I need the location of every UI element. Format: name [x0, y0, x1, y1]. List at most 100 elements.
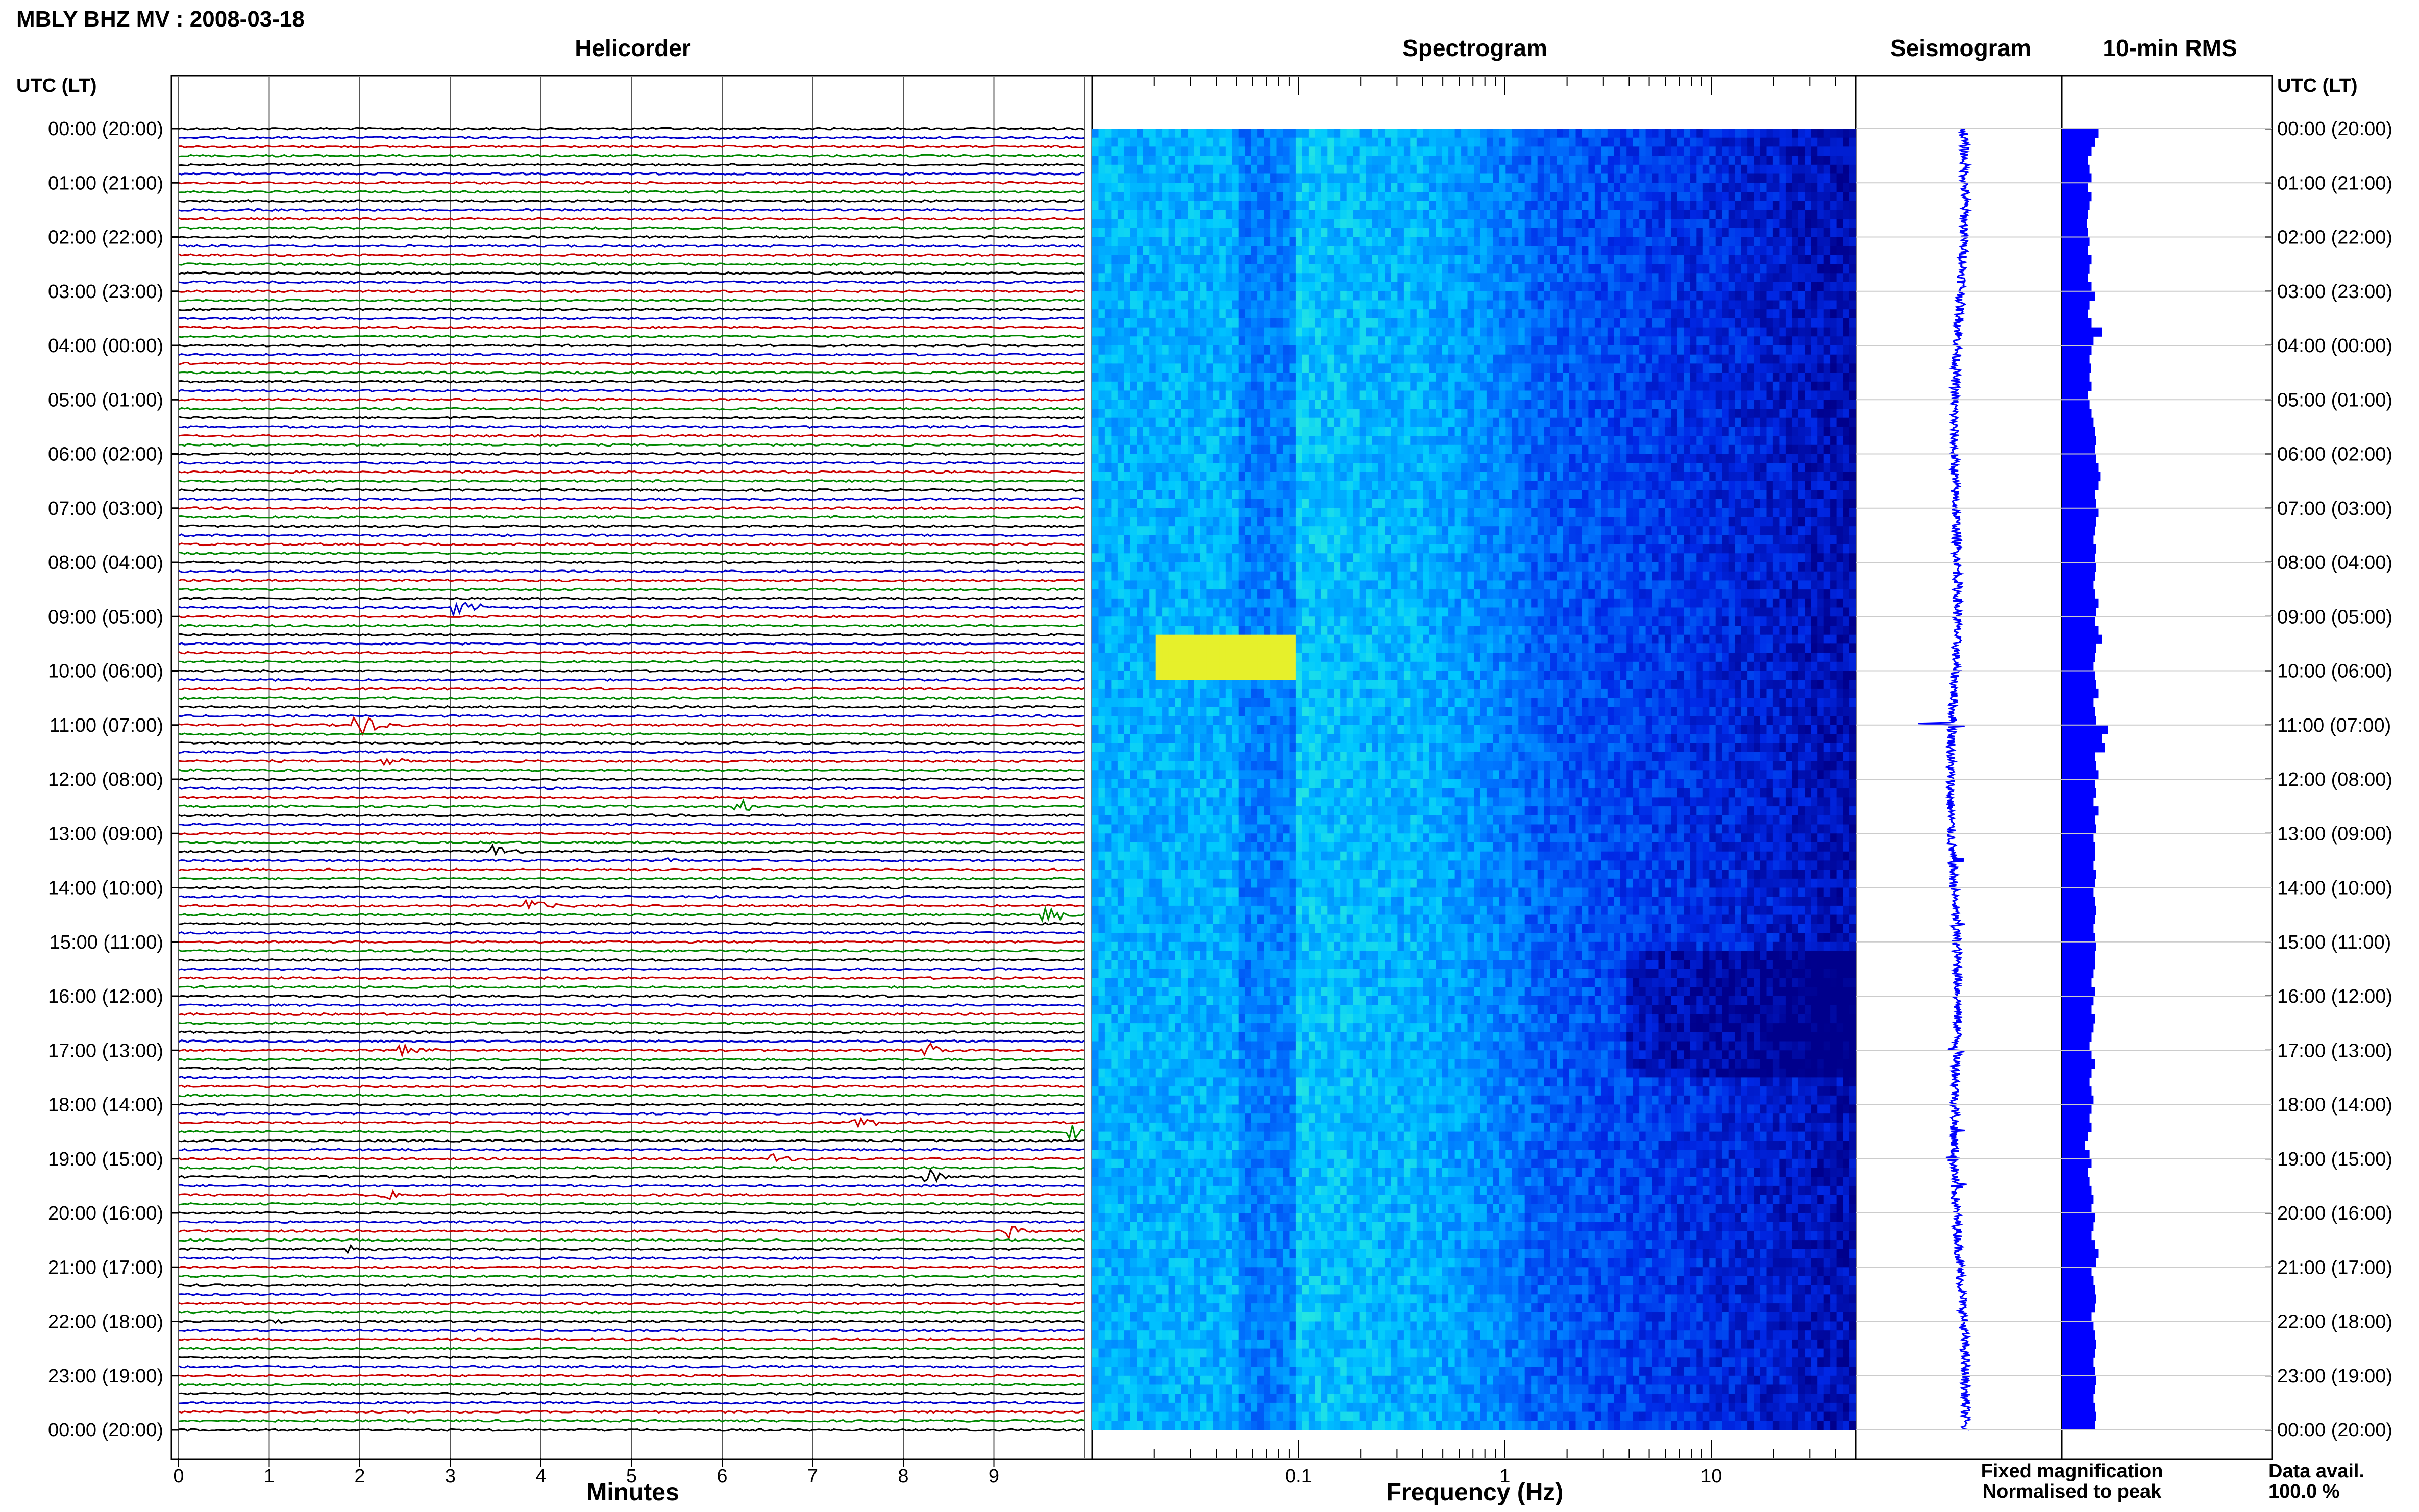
spectrogram-cell	[1327, 192, 1335, 202]
spectrogram-cell	[1321, 228, 1328, 238]
spectrogram-cell	[1225, 201, 1232, 210]
spectrogram-cell	[1251, 309, 1258, 319]
spectrogram-cell	[1327, 409, 1335, 418]
spectrogram-cell	[1785, 237, 1792, 246]
spectrogram-cell	[1302, 417, 1309, 427]
spectrogram-cell	[1251, 282, 1258, 292]
spectrogram-cell	[1188, 354, 1195, 364]
spectrogram-cell	[1652, 219, 1659, 229]
spectrogram-cell	[1830, 481, 1837, 490]
spectrogram-cell	[1805, 156, 1812, 165]
spectrogram-cell	[1843, 354, 1850, 364]
spectrogram-cell	[1429, 173, 1436, 183]
spectrogram-cell	[1690, 164, 1697, 175]
spectrogram-cell	[1607, 156, 1614, 165]
spectrogram-cell	[1645, 444, 1652, 455]
spectrogram-cell	[1391, 327, 1398, 337]
spectrogram-cell	[1111, 146, 1118, 156]
spectrogram-cell	[1639, 444, 1646, 455]
spectrogram-cell	[1397, 336, 1404, 346]
spectrogram-cell	[1238, 219, 1245, 229]
spectrogram-cell	[1416, 444, 1423, 455]
spectrogram-cell	[1346, 481, 1353, 490]
spectrogram-cell	[1321, 481, 1328, 490]
spectrogram-cell	[1747, 363, 1755, 373]
spectrogram-cell	[1512, 137, 1519, 147]
helicorder-trace	[178, 171, 1085, 176]
spectrogram-cell	[1346, 409, 1353, 418]
spectrogram-cell	[1334, 363, 1341, 373]
spectrogram-cell	[1200, 164, 1207, 175]
spectrogram-cell	[1098, 210, 1105, 219]
spectrogram-cell	[1359, 373, 1366, 382]
spectrogram-cell	[1601, 444, 1608, 455]
spectrogram-cell	[1486, 246, 1493, 256]
helicorder-trace	[178, 199, 1085, 203]
spectrogram-cell	[1849, 129, 1856, 138]
spectrogram-cell	[1206, 237, 1214, 246]
spectrogram-cell	[1665, 318, 1672, 328]
spectrogram-cell	[1639, 427, 1646, 436]
spectrogram-cell	[1823, 210, 1831, 219]
spectrogram-cell	[1149, 472, 1156, 482]
spectrogram-cell	[1665, 164, 1672, 175]
spectrogram-cell	[1391, 228, 1398, 238]
spectrogram-cell	[1493, 219, 1500, 229]
spectrogram-cell	[1518, 327, 1525, 337]
spectrogram-cell	[1569, 417, 1576, 427]
spectrogram-cell	[1315, 291, 1322, 301]
spectrogram-cell	[1194, 427, 1201, 436]
spectrogram-cell	[1194, 156, 1201, 165]
spectrogram-cell	[1550, 173, 1557, 183]
spectrogram-cell	[1811, 228, 1818, 238]
spectrogram-cell	[1366, 300, 1373, 310]
spectrogram-cell	[1569, 309, 1576, 319]
spectrogram-cell	[1219, 400, 1226, 409]
spectrogram-cell	[1633, 246, 1640, 256]
spectrogram-cell	[1671, 472, 1678, 482]
spectrogram-cell	[1805, 454, 1812, 463]
spectrogram-cell	[1149, 436, 1156, 445]
spectrogram-cell	[1175, 237, 1182, 246]
spectrogram-cell	[1397, 381, 1404, 391]
spectrogram-cell	[1702, 164, 1710, 175]
spectrogram-cell	[1524, 472, 1532, 482]
spectrogram-cell	[1836, 472, 1843, 482]
spectrogram-cell	[1454, 173, 1462, 183]
spectrogram-cell	[1645, 282, 1652, 292]
spectrogram-cell	[1728, 201, 1735, 210]
spectrogram-cell	[1321, 173, 1328, 183]
spectrogram-cell	[1276, 427, 1283, 436]
spectrogram-cell	[1149, 345, 1156, 355]
spectrogram-cell	[1633, 210, 1640, 219]
spectrogram-cell	[1792, 336, 1799, 346]
spectrogram-cell	[1117, 490, 1124, 500]
spectrogram-cell	[1423, 381, 1430, 391]
spectrogram-cell	[1225, 129, 1232, 138]
spectrogram-cell	[1626, 472, 1634, 482]
spectrogram-cell	[1137, 444, 1144, 455]
spectrogram-cell	[1257, 137, 1265, 147]
spectrogram-cell	[1671, 246, 1678, 256]
spectrogram-cell	[1715, 354, 1722, 364]
spectrogram-cell	[1308, 129, 1315, 138]
spectrogram-cell	[1264, 436, 1271, 445]
spectrogram-cell	[1104, 255, 1112, 265]
spectrogram-cell	[1645, 436, 1652, 445]
spectrogram-cell	[1684, 318, 1691, 328]
spectrogram-cell	[1823, 164, 1831, 175]
helicorder-trace	[178, 307, 1085, 311]
spectrogram-cell	[1111, 400, 1118, 409]
spectrogram-cell	[1512, 463, 1519, 473]
spectrogram-cell	[1206, 318, 1214, 328]
spectrogram-cell	[1607, 336, 1614, 346]
spectrogram-cell	[1327, 273, 1335, 283]
spectrogram-cell	[1849, 318, 1856, 328]
spectrogram-cell	[1143, 472, 1150, 482]
spectrogram-cell	[1200, 183, 1207, 192]
spectrogram-cell	[1486, 291, 1493, 301]
spectrogram-cell	[1315, 137, 1322, 147]
spectrogram-cell	[1563, 336, 1570, 346]
spectrogram-cell	[1524, 481, 1532, 490]
spectrogram-cell	[1658, 444, 1665, 455]
